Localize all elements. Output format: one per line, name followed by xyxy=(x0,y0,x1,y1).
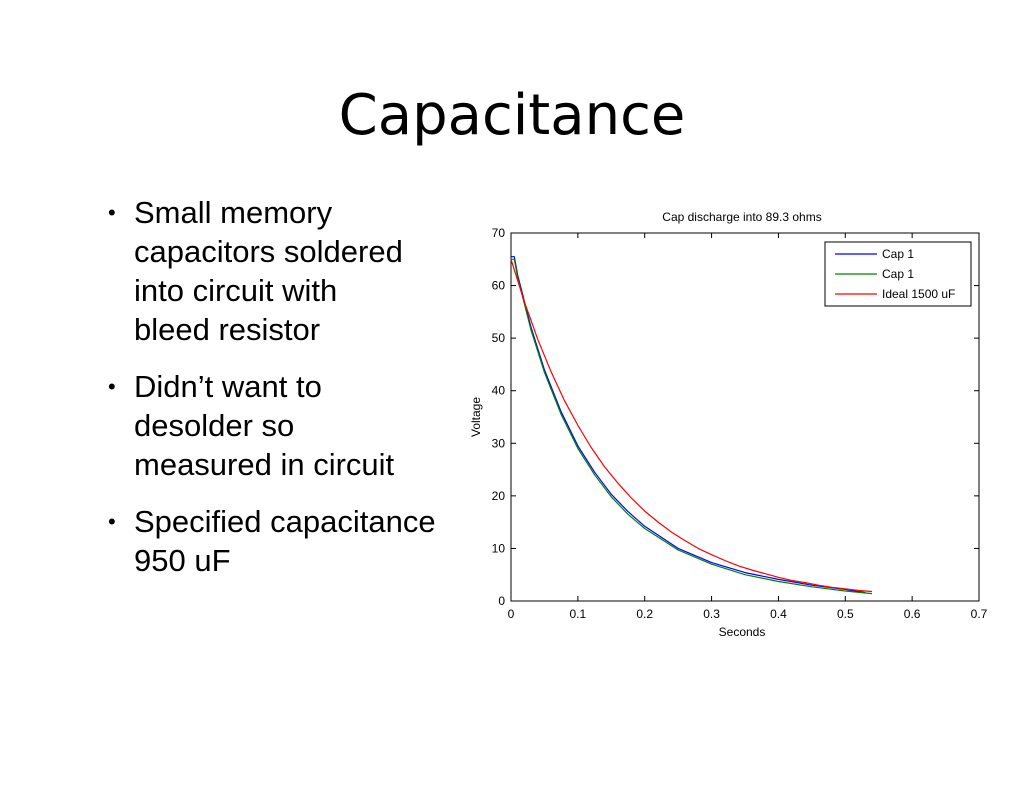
bullet-list: • Small memory capacitors soldered into … xyxy=(108,193,458,598)
bullet-line: measured in circuit xyxy=(134,447,395,482)
bullet-line: capacitors soldered xyxy=(134,234,403,269)
x-tick-label: 0.2 xyxy=(636,607,653,621)
legend-label: Cap 1 xyxy=(882,247,914,261)
chart-title: Cap discharge into 89.3 ohms xyxy=(662,210,821,224)
y-axis-label: Voltage xyxy=(469,397,483,437)
legend-label: Ideal 1500 uF xyxy=(882,287,955,301)
series-line xyxy=(511,258,873,595)
bullet-glyph: • xyxy=(108,509,116,534)
bullet-glyph: • xyxy=(108,200,116,225)
x-tick-label: 0.5 xyxy=(837,607,854,621)
bullet-line: bleed resistor xyxy=(134,312,321,347)
slide-title: Capacitance xyxy=(338,83,686,148)
y-tick-label: 0 xyxy=(498,594,505,608)
y-tick-label: 40 xyxy=(492,384,506,398)
x-tick-label: 0.3 xyxy=(703,607,720,621)
bullet-item: • Didn’t want to desolder so measured in… xyxy=(108,367,458,484)
x-axis-ticks: 0 0.1 0.2 0.3 0.4 0.5 0.6 0.7 xyxy=(508,233,988,621)
x-tick-label: 0 xyxy=(508,607,515,621)
legend: Cap 1 Cap 1 Ideal 1500 uF xyxy=(824,241,972,307)
bullet-glyph: • xyxy=(108,374,116,399)
y-tick-label: 30 xyxy=(492,436,506,450)
series-layer xyxy=(510,256,873,595)
y-tick-label: 60 xyxy=(492,279,506,293)
bullet-line: 950 uF xyxy=(134,543,231,578)
x-axis-label: Seconds xyxy=(719,625,766,639)
y-tick-label: 20 xyxy=(492,489,506,503)
bullet-line: Didn’t want to xyxy=(134,369,322,404)
y-tick-label: 70 xyxy=(492,226,506,240)
discharge-chart: Cap discharge into 89.3 ohms 0 0.1 0.2 0.3 0… xyxy=(469,210,988,639)
bullet-line: desolder so xyxy=(134,408,295,443)
x-tick-label: 0.6 xyxy=(904,607,921,621)
series-line xyxy=(510,259,873,593)
bullet-line: Small memory xyxy=(134,195,333,230)
bullet-line: Specified capacitance xyxy=(134,504,436,539)
legend-label: Cap 1 xyxy=(882,267,914,281)
bullet-item: • Specified capacitance 950 uF xyxy=(108,502,458,580)
y-tick-label: 50 xyxy=(492,331,506,345)
bullet-line: into circuit with xyxy=(134,273,338,308)
bullet-item: • Small memory capacitors soldered into … xyxy=(108,193,458,349)
y-axis-ticks: 0 10 20 30 40 50 60 70 xyxy=(492,226,979,608)
x-tick-label: 0.1 xyxy=(570,607,587,621)
y-tick-label: 10 xyxy=(492,541,506,555)
x-tick-label: 0.7 xyxy=(971,607,988,621)
x-tick-label: 0.4 xyxy=(770,607,787,621)
